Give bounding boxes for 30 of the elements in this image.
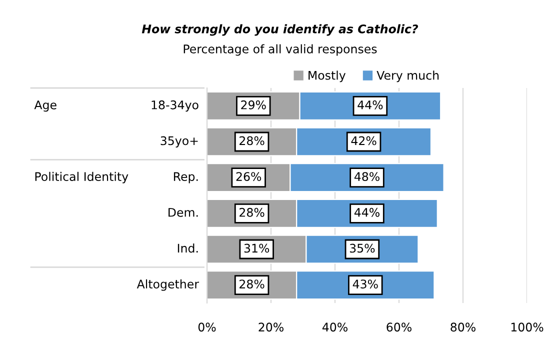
chart-subtitle: Percentage of all valid responses — [184, 44, 377, 56]
x-tick-label: 80% — [450, 322, 476, 332]
y-tick-label: Rep. — [174, 172, 198, 184]
text: Political Identity — [35, 172, 128, 184]
data-label: 28% — [240, 208, 264, 217]
data-label: 28% — [240, 136, 264, 146]
data-label: 31% — [244, 244, 270, 253]
data-label: 26% — [236, 172, 262, 182]
data-label: 48% — [354, 172, 380, 182]
x-tick-label: 60% — [386, 322, 412, 332]
x-tick-label: 20% — [258, 322, 284, 332]
data-label: 35% — [350, 244, 375, 253]
y-tick-label: Ind. — [178, 244, 198, 253]
chart-title: How strongly do you identify as Catholic? — [142, 24, 418, 36]
data-label: 44% — [358, 100, 383, 110]
x-tick-label: 0% — [198, 322, 216, 332]
data-label: 42% — [351, 136, 376, 146]
data-label: 43% — [352, 280, 378, 289]
text: Age — [34, 100, 56, 112]
legend-label: Very much — [376, 70, 439, 82]
y-tick-label: 18-34yo — [152, 100, 198, 112]
data-label: 44% — [354, 208, 380, 217]
x-tick-label: 100% — [511, 322, 544, 332]
y-tick-label: Altogether — [136, 279, 199, 291]
data-label: 29% — [241, 100, 266, 110]
legend-label: Mostly — [308, 70, 346, 82]
x-tick-label: 40% — [322, 322, 348, 332]
y-tick-label: 35yo+ — [160, 136, 198, 148]
data-label: 28% — [240, 280, 264, 289]
y-tick-label: Dem. — [168, 208, 198, 217]
